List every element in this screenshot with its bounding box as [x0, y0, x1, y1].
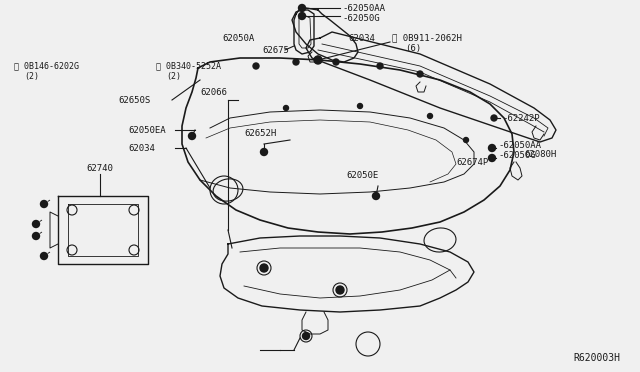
Text: 62050EA: 62050EA — [128, 125, 166, 135]
Circle shape — [33, 221, 40, 228]
Text: 62050A: 62050A — [222, 33, 254, 42]
Text: Ⓢ 0B340-5252A: Ⓢ 0B340-5252A — [156, 61, 221, 71]
Circle shape — [189, 132, 195, 140]
Circle shape — [40, 201, 47, 208]
Text: 62650S: 62650S — [118, 96, 150, 105]
Circle shape — [491, 115, 497, 121]
Text: -62050G: -62050G — [342, 13, 380, 22]
Text: 62034: 62034 — [348, 33, 375, 42]
Circle shape — [377, 63, 383, 69]
Text: -62050G: -62050G — [498, 151, 536, 160]
Circle shape — [488, 144, 495, 151]
Text: 62652H: 62652H — [244, 128, 276, 138]
Text: (2): (2) — [166, 71, 181, 80]
Circle shape — [417, 71, 423, 77]
Circle shape — [33, 232, 40, 240]
Text: 62050E: 62050E — [346, 170, 378, 180]
Circle shape — [428, 113, 433, 119]
Circle shape — [463, 138, 468, 142]
Text: -62050AA: -62050AA — [498, 141, 541, 150]
Circle shape — [298, 13, 305, 19]
Circle shape — [40, 253, 47, 260]
Text: Ⓢ 0B146-6202G: Ⓢ 0B146-6202G — [14, 61, 79, 71]
Circle shape — [336, 286, 344, 294]
Text: (6): (6) — [405, 44, 421, 52]
Text: 62034: 62034 — [128, 144, 155, 153]
Circle shape — [303, 333, 310, 340]
Text: 62740: 62740 — [86, 164, 113, 173]
Circle shape — [298, 4, 305, 12]
Text: -62050AA: -62050AA — [342, 3, 385, 13]
Circle shape — [293, 59, 299, 65]
Circle shape — [358, 103, 362, 109]
Text: -62242P: -62242P — [502, 113, 540, 122]
Text: 62675: 62675 — [262, 45, 289, 55]
Circle shape — [260, 148, 268, 155]
Circle shape — [333, 59, 339, 65]
Circle shape — [260, 264, 268, 272]
Text: 62674P: 62674P — [456, 157, 488, 167]
Circle shape — [372, 192, 380, 199]
Text: Ⓝ 0B911-2062H: Ⓝ 0B911-2062H — [392, 33, 462, 42]
Circle shape — [253, 63, 259, 69]
Text: (2): (2) — [24, 71, 39, 80]
Circle shape — [488, 154, 495, 161]
Circle shape — [284, 106, 289, 110]
Text: 62080H: 62080H — [524, 150, 556, 158]
Text: 62066: 62066 — [200, 87, 227, 96]
Circle shape — [314, 56, 322, 64]
Text: R620003H: R620003H — [573, 353, 620, 363]
